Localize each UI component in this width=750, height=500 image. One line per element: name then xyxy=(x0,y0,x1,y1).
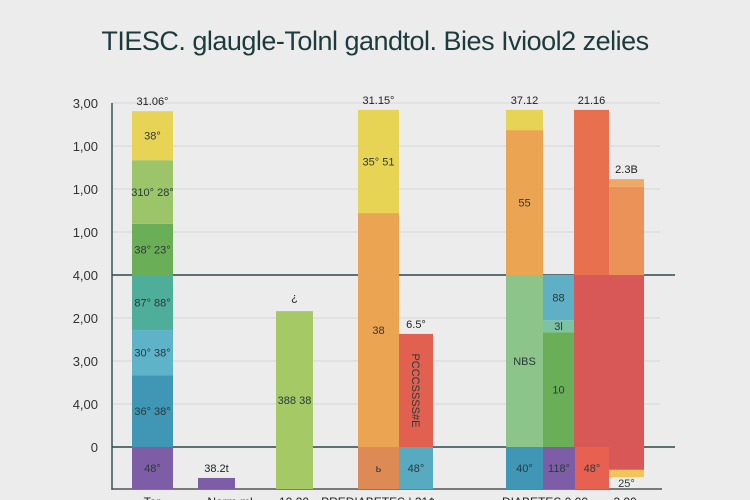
bar-segment xyxy=(543,447,575,489)
segment-label: 48° xyxy=(584,463,601,475)
bar-segment xyxy=(198,477,235,489)
bar-segment xyxy=(132,111,173,161)
bar-segment xyxy=(543,275,574,321)
segment-label: 88 xyxy=(552,293,564,305)
bar-segment xyxy=(276,311,313,489)
bar-segment xyxy=(506,109,543,131)
segment-label: 3l xyxy=(554,321,563,333)
bar-segment xyxy=(358,447,399,489)
bar-segment xyxy=(609,469,644,478)
bar-segment xyxy=(506,447,543,489)
bar-segment xyxy=(543,320,574,333)
segment-label: 38° xyxy=(144,131,161,143)
x-category-label: Tor xyxy=(144,495,161,500)
bar-segment xyxy=(132,447,173,489)
bar-top-label: 38.2t xyxy=(204,463,228,475)
segment-label: 36° 38° xyxy=(134,406,170,418)
segment-label: 48° xyxy=(144,463,161,475)
segment-label: 388 38 xyxy=(278,395,312,407)
bar-segment xyxy=(506,130,543,275)
segment-label: 30° 38° xyxy=(134,348,170,360)
bar-segment xyxy=(132,223,173,275)
bar-top-label: 31.15° xyxy=(363,95,395,107)
y-tick-label: 3,00 xyxy=(73,354,98,369)
y-tick-label: 1,00 xyxy=(73,225,98,240)
bar-top-label: 2.3B xyxy=(615,164,638,176)
segment-label: 310° 28° xyxy=(131,187,173,199)
bar-top-label: ¿ xyxy=(291,292,298,304)
x-category-label: PREDIABETES | 21¢ xyxy=(321,495,435,500)
y-tick-label: 1,00 xyxy=(73,182,98,197)
bar-top-label: 21.16 xyxy=(578,95,606,107)
segment-label: NBS xyxy=(513,356,536,368)
bar-top-label: 37.12 xyxy=(511,95,539,107)
segment-label: 38° 23° xyxy=(134,244,170,256)
y-tick-label: 1,00 xyxy=(73,139,98,154)
bar-segment xyxy=(575,447,609,489)
bar-segment xyxy=(543,332,574,447)
segment-label: 87° 88° xyxy=(134,298,170,310)
bar-segment xyxy=(609,186,644,275)
y-tick-label: 3,00 xyxy=(73,96,98,111)
bar-segment xyxy=(609,275,644,470)
x-category-label: Norm ml xyxy=(207,495,252,500)
bar-segment xyxy=(132,330,173,376)
segment-label: 10 xyxy=(552,385,564,397)
x-category-label: 2.00 xyxy=(613,495,637,500)
segment-label: 25° xyxy=(618,478,635,490)
bar-segment xyxy=(358,109,399,214)
segment-label: 55 xyxy=(518,198,530,210)
x-category-label: 10.20 xyxy=(279,495,309,500)
bar-segment xyxy=(399,333,433,447)
segment-label: 35° 51 xyxy=(363,156,395,168)
y-tick-label: 2,00 xyxy=(73,311,98,326)
bar-segment xyxy=(506,275,543,447)
segment-label: 38 xyxy=(372,325,384,337)
bar-segment xyxy=(574,109,609,275)
segment-label: 40° xyxy=(516,463,533,475)
y-tick-label: 4,00 xyxy=(73,268,98,283)
segment-label: 118° xyxy=(548,463,570,475)
bar-segment xyxy=(358,213,399,447)
x-category-label: DIABETES 0.00 xyxy=(502,495,588,500)
bar-segment xyxy=(132,275,173,331)
segment-label: PCCCSSSS#E xyxy=(409,353,421,427)
bar-segment xyxy=(132,160,173,224)
y-tick-label: 0 xyxy=(91,440,98,455)
bar-segment xyxy=(574,275,609,447)
bar-segment xyxy=(609,179,644,187)
segment-label: ь xyxy=(376,463,382,475)
chart-title: TIESC. glaugle-Tolnl gandtol. Bies Ivioo… xyxy=(101,26,649,56)
bar-top-label: 6.5° xyxy=(406,319,426,331)
segment-label: 48° xyxy=(408,463,425,475)
bar-segment xyxy=(399,447,433,489)
bar-top-label: 31.06° xyxy=(137,96,169,108)
bar-segment xyxy=(132,375,173,447)
y-tick-label: 4,00 xyxy=(73,397,98,412)
